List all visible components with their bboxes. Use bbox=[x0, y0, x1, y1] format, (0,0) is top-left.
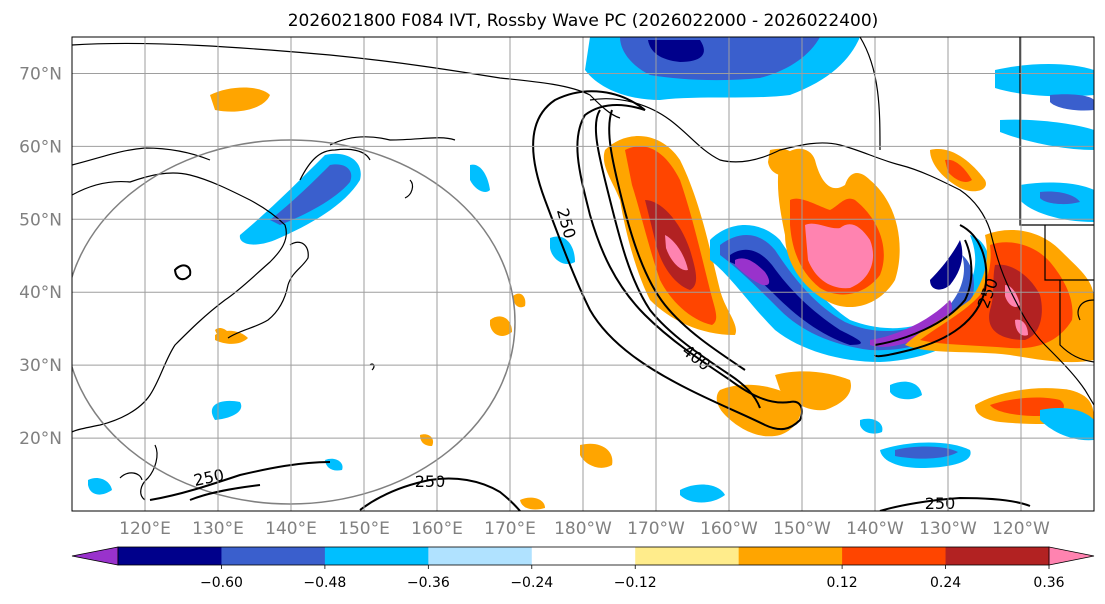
contour-250-westcoast bbox=[874, 224, 988, 358]
lon-tick-label: 120°E bbox=[119, 519, 171, 539]
colorbar-extend-min bbox=[71, 546, 119, 566]
region-circle bbox=[72, 139, 516, 505]
contour-label-250-southeast: 250 bbox=[925, 494, 956, 513]
lon-tick-label: 140°E bbox=[265, 519, 317, 539]
lat-tick-label: 40°N bbox=[19, 283, 62, 303]
colorbar: −0.60−0.48−0.36−0.24−0.120.120.240.360.4… bbox=[71, 546, 1095, 591]
ivt-shading bbox=[88, 37, 1094, 510]
colorbar-segment bbox=[842, 547, 947, 565]
lon-tick-label: 160°E bbox=[411, 519, 463, 539]
colorbar-extend-max bbox=[1048, 546, 1095, 566]
colorbar-tick-label: −0.36 bbox=[407, 575, 450, 591]
lon-tick-label: 120°W bbox=[992, 519, 1050, 539]
colorbar-tick-label: −0.48 bbox=[303, 575, 346, 591]
colorbar-segment bbox=[635, 547, 740, 565]
lon-tick-label: 160°W bbox=[700, 519, 758, 539]
lon-tick-label: 170°E bbox=[484, 519, 536, 539]
contour-250-east bbox=[532, 90, 803, 431]
colorbar-tick-label: 0.36 bbox=[1033, 575, 1064, 591]
colorbar-segment bbox=[945, 547, 1050, 565]
lon-tick-label: 150°W bbox=[773, 519, 831, 539]
lon-tick-label: 130°W bbox=[919, 519, 977, 539]
contour-label-250-pacific: 250 bbox=[415, 472, 446, 491]
lon-tick-label: 150°E bbox=[338, 519, 390, 539]
lon-tick-label: 170°W bbox=[627, 519, 685, 539]
lat-tick-label: 30°N bbox=[19, 356, 62, 376]
lat-tick-label: 20°N bbox=[19, 429, 62, 449]
lon-tick-label: 130°E bbox=[192, 519, 244, 539]
lon-tick-label: 140°W bbox=[846, 519, 904, 539]
figure-title: 2026021800 F084 IVT, Rossby Wave PC (202… bbox=[288, 11, 879, 31]
colorbar-segment bbox=[221, 547, 326, 565]
colorbar-segment bbox=[428, 547, 533, 565]
graticule bbox=[72, 37, 1094, 511]
colorbar-tick-label: −0.24 bbox=[510, 575, 553, 591]
contour-400 bbox=[594, 109, 761, 409]
colorbar-segment bbox=[738, 547, 843, 565]
colorbar-tick-label: 0.12 bbox=[827, 575, 858, 591]
map-panel: 250 250 250 400 250 250 20°N30°N40°N50°N… bbox=[19, 36, 1095, 539]
contour-250-south bbox=[149, 461, 331, 501]
colorbar-segment bbox=[531, 547, 636, 565]
latitude-ticks: 20°N 30°N 40°N 50°N 60°N 70°N bbox=[19, 64, 62, 449]
ivt-contours bbox=[149, 90, 1031, 511]
lat-tick-label: 70°N bbox=[19, 64, 62, 84]
colorbar-tick-label: −0.12 bbox=[614, 575, 657, 591]
lat-tick-label: 50°N bbox=[19, 210, 62, 230]
lat-tick-label: 60°N bbox=[19, 137, 62, 157]
colorbar-segment bbox=[324, 547, 429, 565]
colorbar-tick-label: −0.60 bbox=[200, 575, 243, 591]
colorbar-tick-label: 0.24 bbox=[930, 575, 961, 591]
colorbar-segment bbox=[118, 547, 222, 565]
longitude-ticks: 120°E 130°E 140°E 150°E 160°E 170°E 180°W 170°W… bbox=[119, 519, 1050, 539]
colorbar-frame bbox=[117, 546, 1050, 566]
lon-tick-label: 180°W bbox=[554, 519, 612, 539]
